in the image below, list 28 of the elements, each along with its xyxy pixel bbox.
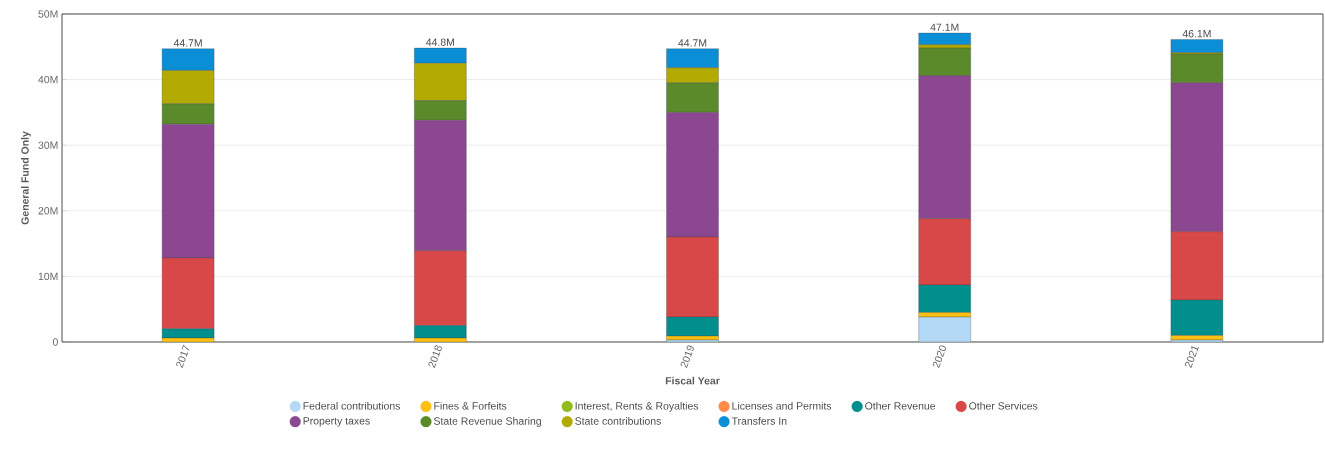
y-tick-label: 50M bbox=[38, 10, 58, 18]
legend-label: Licenses and Permits bbox=[732, 401, 832, 410]
total-label: 47.1M bbox=[930, 23, 959, 31]
legend-label: Fines & Forfeits bbox=[434, 401, 507, 410]
x-tick-label: 2020 bbox=[932, 345, 947, 369]
legend-label: Transfers In bbox=[731, 417, 787, 425]
legend-label: Federal contributions bbox=[303, 401, 401, 410]
x-axis-title: Fiscal Year bbox=[665, 376, 720, 385]
legend-label: Other Revenue bbox=[865, 401, 936, 410]
total-label: 46.1M bbox=[1182, 29, 1211, 38]
x-tick-label: 2021 bbox=[1185, 346, 1199, 369]
total-label: 44.7M bbox=[173, 39, 202, 47]
x-tick-label: 2019 bbox=[680, 345, 694, 369]
x-tick-label: 2017 bbox=[176, 344, 190, 369]
legend-label: State contributions bbox=[575, 417, 661, 425]
total-label: 44.7M bbox=[678, 39, 707, 47]
y-tick-label: 20M bbox=[38, 207, 58, 215]
legend-label: State Revenue Sharing bbox=[433, 417, 541, 427]
total-label: 44.8M bbox=[426, 38, 454, 46]
y-tick-label: 30M bbox=[38, 141, 58, 149]
y-axis-title: General Fund Only bbox=[21, 131, 31, 225]
y-tick-label: 40M bbox=[38, 75, 58, 84]
legend-label: Property taxes bbox=[303, 417, 370, 427]
y-tick-label: 10M bbox=[38, 272, 58, 281]
x-tick-label: 2018 bbox=[428, 345, 442, 369]
legend-label: Other Services bbox=[969, 401, 1038, 410]
y-tick-label: 0 bbox=[52, 338, 58, 346]
legend-label: Interest, Rents & Royalties bbox=[575, 401, 699, 412]
